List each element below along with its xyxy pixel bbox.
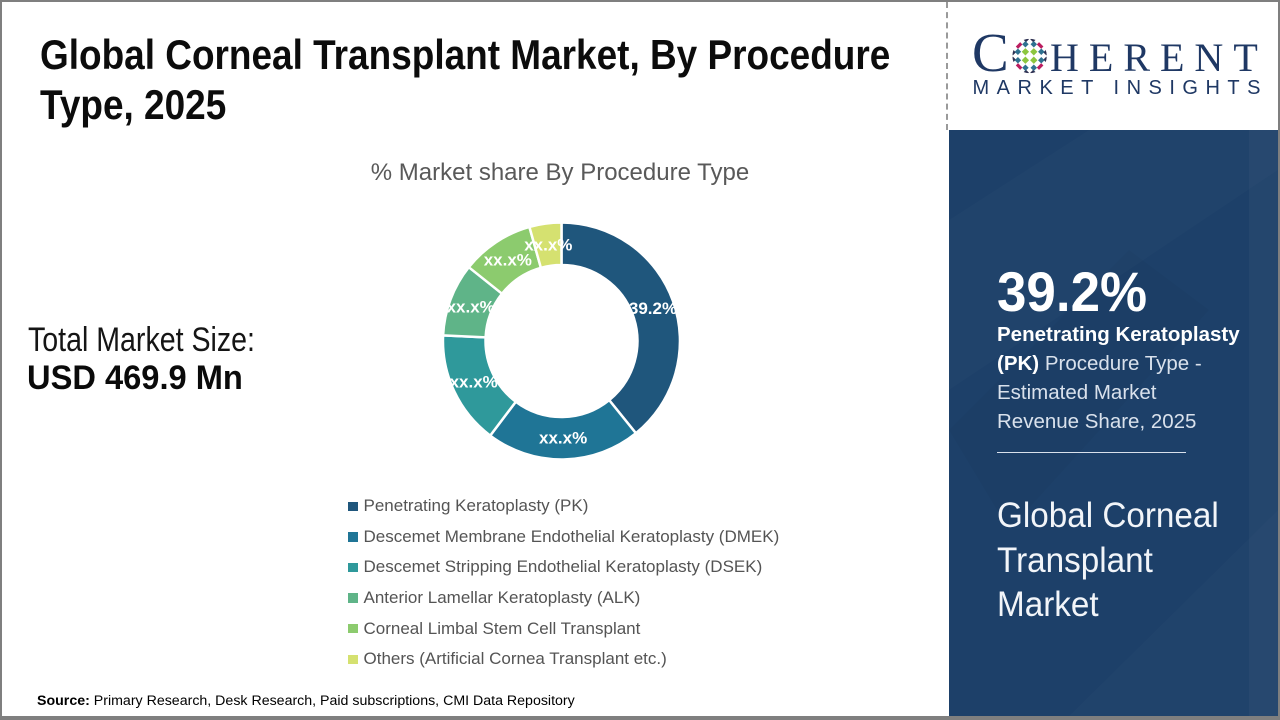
svg-text:C: C bbox=[972, 22, 1009, 83]
svg-text:xx.x%: xx.x% bbox=[539, 429, 587, 448]
svg-text:HERENT: HERENT bbox=[1050, 35, 1268, 80]
svg-text:xx.x%: xx.x% bbox=[447, 297, 495, 316]
svg-text:xx.x%: xx.x% bbox=[524, 235, 572, 254]
svg-text:MARKET INSIGHTS: MARKET INSIGHTS bbox=[973, 77, 1269, 99]
svg-text:39.2%: 39.2% bbox=[629, 299, 677, 318]
svg-text:xx.x%: xx.x% bbox=[450, 373, 498, 392]
svg-text:xx.x%: xx.x% bbox=[484, 251, 532, 270]
